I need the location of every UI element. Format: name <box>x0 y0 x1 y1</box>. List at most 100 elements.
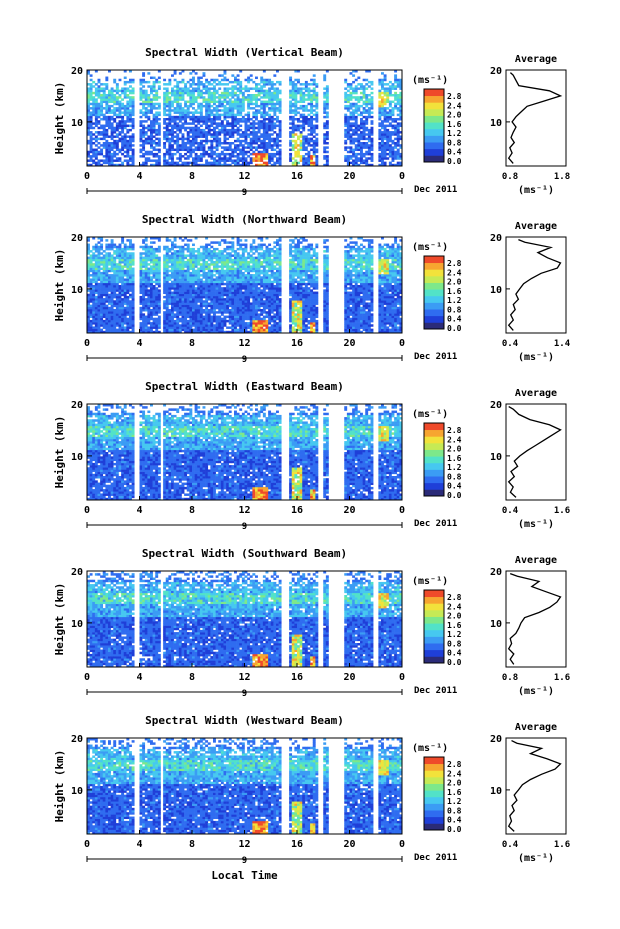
heatmap-cell <box>178 328 182 332</box>
heatmap-cell <box>215 148 219 152</box>
heatmap-cell <box>181 298 185 301</box>
heatmap-cell <box>289 96 293 99</box>
heatmap-cell <box>205 245 209 249</box>
heatmap-cell <box>171 155 174 158</box>
heatmap-cell <box>220 311 224 314</box>
heatmap-cell <box>102 113 106 117</box>
heatmap-cell <box>178 113 182 117</box>
heatmap-cell <box>171 330 174 334</box>
heatmap-cell <box>349 133 353 136</box>
heatmap-cell <box>108 306 111 310</box>
heatmap-cell <box>113 96 117 99</box>
heatmap-cell <box>92 80 96 84</box>
heatmap-cell <box>100 306 104 310</box>
heatmap-cell <box>126 295 130 299</box>
heatmap-cell <box>144 157 148 160</box>
heatmap-cell <box>189 118 193 121</box>
heatmap-cell <box>273 96 277 99</box>
heatmap-cell <box>105 133 109 136</box>
heatmap-cell <box>194 309 198 312</box>
heatmap-cell <box>383 87 387 90</box>
heatmap-cell <box>249 139 253 143</box>
heatmap-cell <box>178 313 182 316</box>
heatmap-cell <box>213 250 216 253</box>
heatmap-cell <box>197 315 201 319</box>
heatmap-cell <box>121 315 125 319</box>
heatmap-cell <box>197 258 201 262</box>
heatmap-cell <box>129 124 132 128</box>
heatmap-cell <box>249 118 253 121</box>
heatmap-cell <box>126 120 130 123</box>
heatmap-cell <box>228 128 232 132</box>
heatmap-cell <box>173 289 177 292</box>
heatmap-cell <box>207 315 211 319</box>
heatmap-cell <box>310 83 314 86</box>
heatmap-cell <box>147 328 151 332</box>
heatmap-cell <box>344 148 348 152</box>
heatmap-cell <box>168 269 172 273</box>
heatmap-cell <box>108 163 111 167</box>
heatmap-cell <box>223 261 227 264</box>
heatmap-cell <box>181 269 185 273</box>
heatmap-cell <box>268 120 272 123</box>
heatmap-cell <box>97 142 101 145</box>
heatmap-cell <box>257 152 261 156</box>
colorbar-segment <box>424 128 444 136</box>
heatmap-cell <box>97 85 101 88</box>
heatmap-cell <box>197 319 201 323</box>
heatmap-cell <box>231 102 235 106</box>
heatmap-cell <box>265 102 269 106</box>
heatmap-cell <box>234 80 237 84</box>
heatmap-cell <box>171 87 174 90</box>
heatmap-cell <box>192 122 195 125</box>
heatmap-cell <box>142 142 146 145</box>
heatmap-cell <box>92 159 96 162</box>
heatmap-cell <box>302 115 306 119</box>
heatmap-cell <box>150 111 153 114</box>
heatmap-cell <box>168 111 172 114</box>
heatmap-cell <box>115 317 119 321</box>
heatmap-cell <box>105 118 109 121</box>
heatmap-cell <box>110 256 114 260</box>
heatmap-cell <box>291 157 295 160</box>
heatmap-cell <box>115 142 119 145</box>
heatmap-cell <box>173 161 177 165</box>
heatmap-cell <box>278 100 282 104</box>
heatmap-cell <box>226 274 230 277</box>
heatmap-cell <box>213 304 216 308</box>
heatmap-cell <box>220 263 224 266</box>
heatmap-cell <box>150 276 153 279</box>
heatmap-cell <box>184 113 188 117</box>
heatmap-cell <box>192 161 195 165</box>
heatmap-cell <box>168 142 172 145</box>
heatmap-cell <box>157 237 161 240</box>
heatmap-cell <box>378 131 382 134</box>
heatmap-cell <box>360 91 363 95</box>
heatmap-cell <box>213 256 216 260</box>
heatmap-cell <box>365 102 369 106</box>
heatmap-cell <box>278 135 282 138</box>
heatmap-cell <box>381 104 384 108</box>
heatmap-cell <box>249 142 253 145</box>
heatmap-cell <box>399 96 403 99</box>
heatmap-cell <box>184 100 188 104</box>
heatmap-cell <box>215 126 219 130</box>
heatmap-cell <box>325 98 329 101</box>
heatmap-cell <box>176 85 180 88</box>
heatmap-cell <box>131 155 135 158</box>
heatmap-cell <box>218 128 222 132</box>
heatmap-cell <box>220 78 224 82</box>
heatmap-cell <box>142 85 146 88</box>
heatmap-cell <box>121 120 125 123</box>
heatmap-cell <box>94 282 98 286</box>
heatmap-cell <box>178 254 182 257</box>
heatmap-cell <box>157 261 161 264</box>
heatmap-cell <box>257 157 261 160</box>
heatmap-cell <box>110 302 114 305</box>
heatmap-cell <box>173 315 177 319</box>
heatmap-cell <box>199 148 203 152</box>
heatmap-cell <box>310 100 314 104</box>
heatmap-cell <box>102 261 106 264</box>
heatmap-cell <box>236 83 240 86</box>
heatmap-cell <box>144 152 148 156</box>
